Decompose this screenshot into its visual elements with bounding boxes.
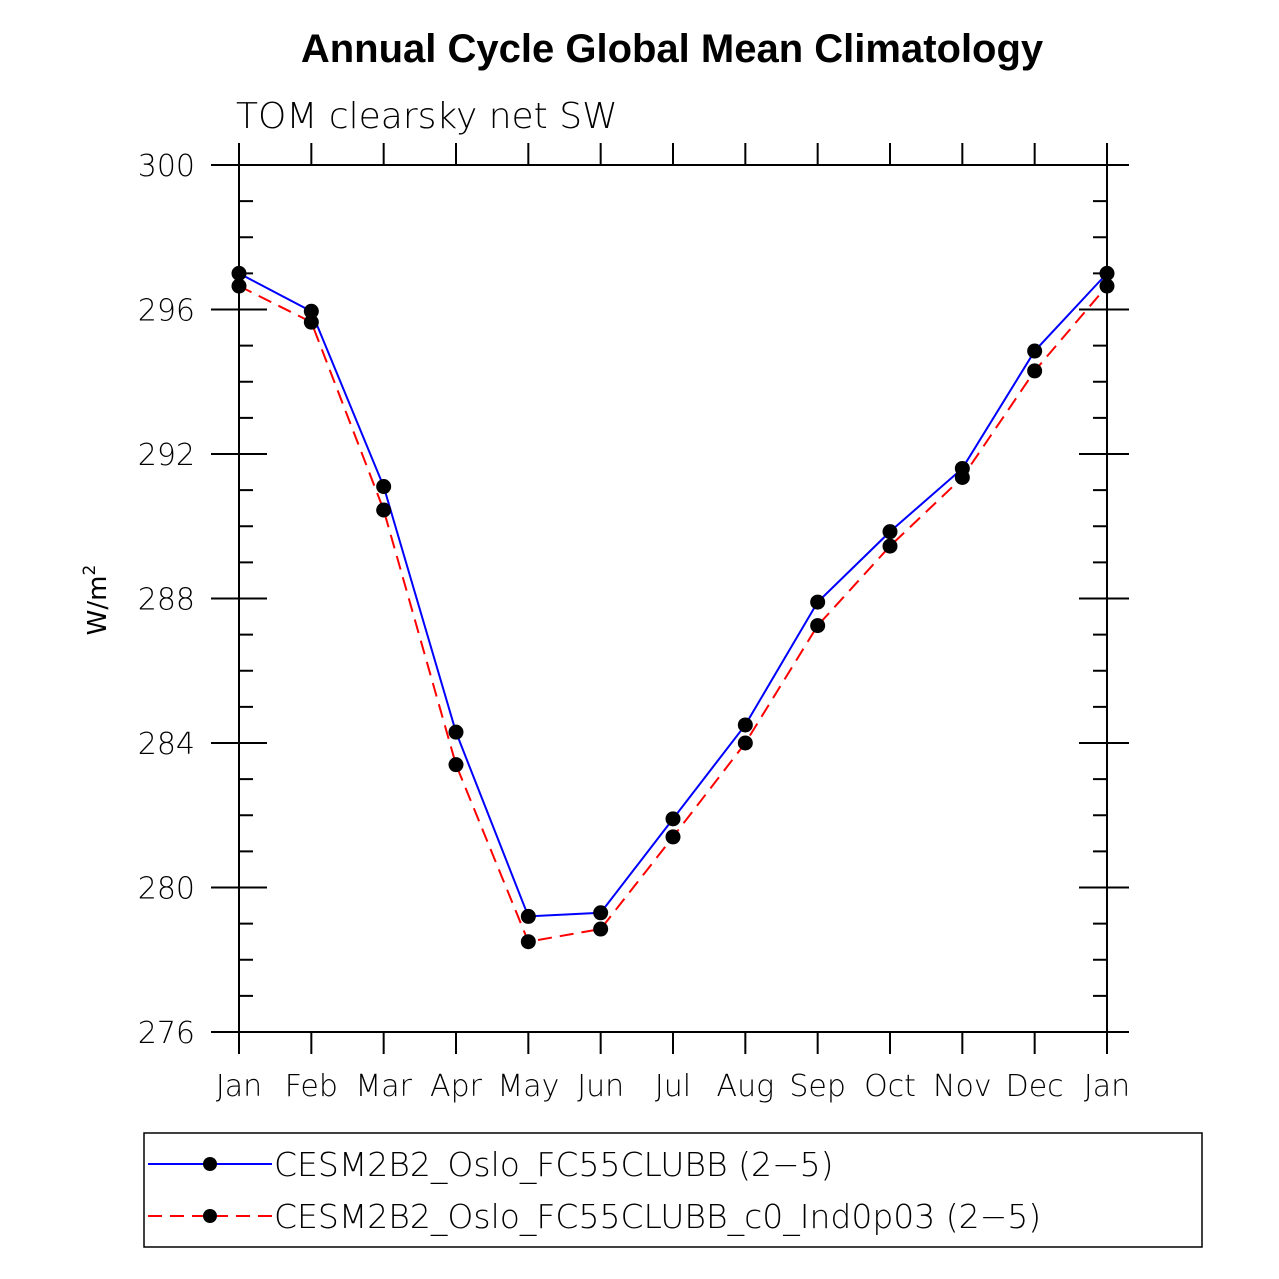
series-2-point <box>1027 363 1043 379</box>
x-tick-label: Apr <box>430 1069 483 1104</box>
series-1-point <box>376 479 392 495</box>
y-axis-label: W/m2 <box>80 565 113 636</box>
series-1-point <box>882 524 898 540</box>
series-1-point <box>303 303 319 319</box>
y-tick-label: 280 <box>138 872 195 907</box>
legend-box <box>143 1132 1203 1248</box>
series-2-point <box>520 934 536 950</box>
x-tick-label: Aug <box>717 1069 775 1104</box>
y-tick-label: 276 <box>138 1016 195 1051</box>
series-1-point <box>593 905 609 921</box>
x-tick-label: May <box>497 1069 559 1104</box>
y-axis-label-text: W/m <box>83 576 113 636</box>
series-1-point <box>810 594 826 610</box>
series-2-point <box>376 502 392 518</box>
y-tick-label: 300 <box>138 149 195 184</box>
series-2-point <box>737 735 753 751</box>
legend: CESM2B2_Oslo_FC55CLUBB (2−5) CESM2B2_Osl… <box>143 1132 1203 1248</box>
series-2-point <box>231 278 247 294</box>
y-tick-label: 292 <box>138 438 195 473</box>
series-2-point <box>303 314 319 330</box>
x-tick-label: Jun <box>577 1069 624 1104</box>
series-1-point <box>231 265 247 281</box>
chart-subtitle: TOM clearsky net SW <box>236 96 618 137</box>
series-2-point <box>448 757 464 773</box>
series-1-point <box>1099 265 1115 281</box>
legend-marker-series-1 <box>203 1157 217 1171</box>
x-tick-label: Jul <box>655 1069 691 1104</box>
legend-marker-series-2 <box>203 1209 217 1223</box>
series-2-point <box>882 538 898 554</box>
x-tick-label: Jan <box>216 1069 262 1104</box>
series-layer <box>231 265 1115 950</box>
series-1-point <box>665 811 681 827</box>
series-2-point <box>665 829 681 845</box>
series-2-point <box>593 921 609 937</box>
legend-label-series-2: CESM2B2_Oslo_FC55CLUBB_c0_Ind0p03 (2−5) <box>274 1197 1041 1237</box>
y-axis-label-superscript: 2 <box>80 565 100 576</box>
svg-text:W/m2: W/m2 <box>80 565 113 636</box>
y-tick-label: 284 <box>138 727 195 762</box>
series-2-point <box>954 469 970 485</box>
series-2-point <box>1099 278 1115 294</box>
x-tick-label: Jan <box>1084 1069 1130 1104</box>
series-1-point <box>520 908 536 924</box>
x-tick-label: Sep <box>789 1069 846 1104</box>
series-1-point <box>737 717 753 733</box>
x-tick-labels: Jan Feb Mar Apr May Jun Jul Aug Sep Oct Nov Dec Jan <box>216 1069 1130 1104</box>
legend-label-series-1: CESM2B2_Oslo_FC55CLUBB (2−5) <box>274 1145 834 1185</box>
y-tick-labels: 276 280 284 288 292 296 300 <box>138 149 195 1051</box>
chart-title: Annual Cycle Global Mean Climatology <box>301 27 1044 71</box>
x-tick-label: Feb <box>285 1069 338 1104</box>
series-1-point <box>1027 343 1043 359</box>
x-tick-label: Oct <box>864 1069 916 1104</box>
x-tick-label: Dec <box>1006 1069 1064 1104</box>
y-tick-label: 288 <box>138 583 195 618</box>
series-1-point <box>448 724 464 740</box>
plot-frame <box>238 164 1108 1033</box>
x-tick-label: Nov <box>933 1069 992 1104</box>
axis-ticks <box>211 143 1129 1054</box>
x-tick-label: Mar <box>355 1069 412 1104</box>
series-2-point <box>810 618 826 634</box>
y-tick-label: 296 <box>138 294 195 329</box>
